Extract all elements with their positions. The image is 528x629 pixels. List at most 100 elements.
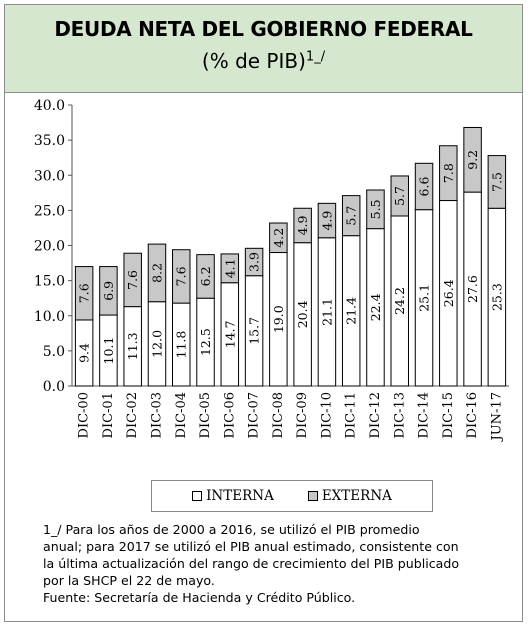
data-label-externa: 3.9 [247, 252, 262, 272]
bar-externa [341, 195, 361, 237]
data-label-interna: 20.4 [295, 300, 310, 328]
x-tick-label: DIC-03 [149, 392, 164, 438]
x-tick-label: DIC-05 [198, 392, 213, 438]
x-tick-label: DIC-04 [174, 392, 189, 438]
data-label-interna: 11.3 [125, 332, 140, 360]
data-label-externa: 4.1 [222, 258, 237, 278]
data-label-externa: 7.6 [174, 266, 189, 286]
bar-externa [123, 252, 142, 308]
data-label-externa: 8.2 [149, 263, 164, 283]
y-tick-label: 25.0 [34, 203, 65, 219]
x-tick-label: DIC-15 [441, 392, 456, 438]
legend-label-interna: INTERNA [206, 488, 274, 504]
data-label-externa: 9.2 [465, 150, 480, 170]
x-tick-label: DIC-14 [417, 392, 432, 438]
bar-externa [172, 249, 191, 304]
y-tick-label: 35.0 [34, 133, 65, 149]
bar-externa [244, 247, 264, 277]
legend-item-interna: INTERNA [192, 488, 274, 504]
data-label-externa: 5.5 [368, 199, 383, 219]
bar-externa [414, 162, 434, 211]
data-label-externa: 6.6 [417, 177, 432, 197]
data-label-interna: 12.5 [198, 328, 213, 356]
chart-frame: DEUDA NETA DEL GOBIERNO FEDERAL (% de PI… [4, 4, 523, 622]
y-tick-label: 0.0 [43, 379, 65, 395]
x-tick-label: DIC-09 [295, 392, 310, 438]
bar-externa [487, 155, 507, 209]
data-label-externa: 7.5 [489, 172, 504, 192]
bar-externa [196, 254, 215, 299]
bar-chart: 0.0 5.0 10.0 15.0 20.0 25.0 30.0 35.0 40.0 9.4 7.6… [34, 98, 509, 442]
y-tick-label: 5.0 [43, 344, 65, 360]
x-tick-label: DIC-12 [368, 392, 383, 438]
bar-externa [390, 175, 409, 217]
chart-legend: INTERNA EXTERNA [151, 480, 433, 512]
subtitle-text: (% de PIB) [201, 49, 306, 73]
data-label-interna: 24.2 [392, 287, 407, 315]
footnote: 1_/ Para los años de 2000 a 2016, se uti… [43, 521, 513, 606]
data-label-interna: 21.1 [319, 298, 334, 326]
x-tick-label: DIC-16 [465, 392, 480, 438]
data-label-interna: 11.8 [174, 331, 189, 359]
x-tick-label: DIC-00 [77, 392, 92, 438]
data-label-interna: 22.4 [368, 293, 383, 321]
data-label-externa: 4.2 [271, 228, 286, 248]
data-label-interna: 25.3 [489, 283, 504, 311]
x-tick-label: DIC-06 [222, 392, 237, 438]
x-tick-label: DIC-08 [271, 392, 286, 438]
legend-swatch-interna [192, 491, 203, 501]
data-label-externa: 7.6 [125, 270, 140, 290]
subtitle-note: 1_/ [305, 49, 326, 65]
x-tick-label: DIC-01 [101, 392, 116, 438]
bar-externa [74, 266, 94, 321]
bar-externa [293, 207, 312, 244]
data-label-externa: 7.8 [441, 163, 456, 183]
y-tick-label: 15.0 [34, 274, 65, 290]
bar-externa [463, 126, 482, 193]
data-label-externa: 4.9 [295, 215, 310, 235]
legend-item-externa: EXTERNA [307, 488, 392, 504]
chart-header: DEUDA NETA DEL GOBIERNO FEDERAL (% de PI… [5, 5, 522, 93]
x-tick-label: DIC-11 [344, 392, 359, 438]
data-label-interna: 10.1 [101, 337, 116, 365]
y-tick-label: 40.0 [34, 98, 65, 114]
bar-externa [220, 253, 240, 284]
data-label-interna: 15.7 [247, 317, 262, 345]
footnote-source: Fuente: Secretaría de Hacienda y Crédito… [43, 590, 356, 605]
data-label-externa: 5.7 [344, 206, 359, 226]
x-tick-label: DIC-10 [319, 392, 334, 438]
y-tick-label: 10.0 [34, 309, 65, 325]
y-tick-label: 30.0 [34, 168, 65, 184]
legend-swatch-externa [307, 491, 318, 501]
data-label-interna: 19.0 [271, 305, 286, 333]
bar-externa [269, 222, 288, 254]
bar-externa [366, 189, 385, 230]
x-tick-label: DIC-13 [392, 392, 407, 438]
footnote-line: anual; para 2017 se utilizó el PIB anual… [43, 539, 459, 554]
data-label-externa: 6.9 [101, 281, 116, 301]
x-tick-label: JUN-17 [489, 392, 504, 442]
data-label-interna: 14.7 [222, 320, 237, 348]
data-label-interna: 12.0 [149, 330, 164, 358]
bar-externa [99, 266, 118, 316]
footnote-line: 1_/ Para los años de 2000 a 2016, se uti… [43, 522, 420, 537]
data-label-interna: 26.4 [441, 279, 456, 307]
bar-externa [317, 202, 337, 239]
data-label-interna: 25.1 [417, 284, 432, 312]
footnote-line: por la SHCP el 22 de mayo. [43, 573, 215, 588]
data-label-externa: 7.6 [77, 283, 92, 303]
bar-externa [147, 243, 167, 303]
x-tick-label: DIC-02 [125, 392, 140, 438]
data-label-externa: 6.2 [198, 266, 213, 286]
data-label-interna: 27.6 [465, 275, 480, 303]
chart-title: DEUDA NETA DEL GOBIERNO FEDERAL [54, 17, 473, 41]
data-label-externa: 5.7 [392, 186, 407, 206]
bar-externa [439, 145, 458, 202]
data-label-interna: 21.4 [344, 297, 359, 325]
legend-label-externa: EXTERNA [321, 488, 392, 504]
data-label-interna: 9.4 [77, 343, 92, 363]
y-tick-label: 20.0 [34, 239, 65, 255]
chart-subtitle: (% de PIB)1_/ [5, 49, 522, 73]
x-tick-label: DIC-07 [247, 392, 262, 438]
footnote-line: la última actualización del rango de cre… [43, 556, 460, 571]
